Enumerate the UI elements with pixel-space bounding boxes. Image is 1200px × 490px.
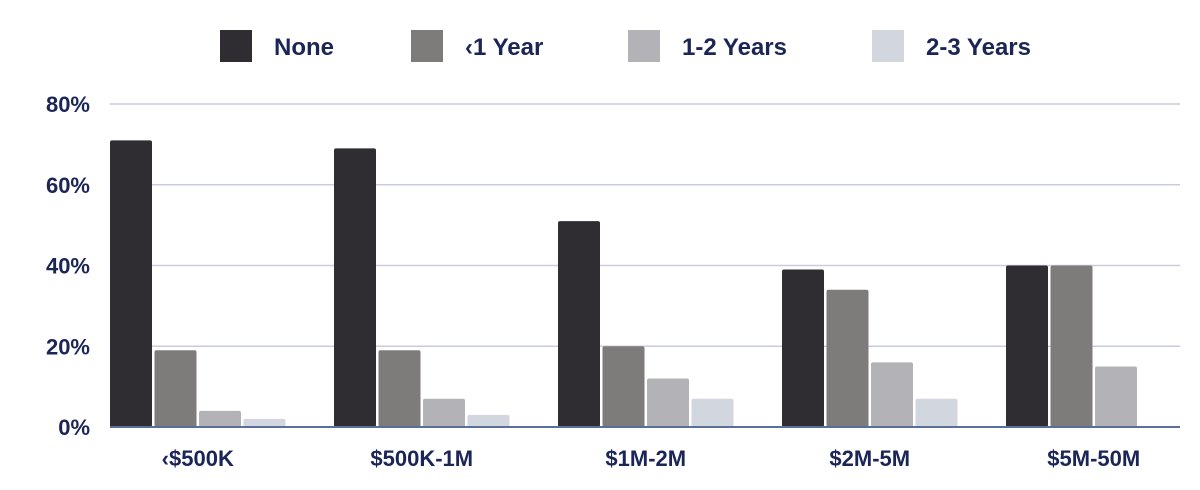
y-tick-label: 60% [46, 173, 90, 198]
legend-label: 1-2 Years [682, 34, 787, 61]
legend-swatch [220, 30, 252, 62]
legend-swatch [411, 30, 443, 62]
bar-1-2-years-0 [199, 410, 241, 427]
x-axis: ‹$500K $500K-1M $1M-2M $2M-5M $5M-50M [162, 446, 1141, 471]
bar-none-2 [558, 221, 600, 427]
bars [110, 140, 1180, 428]
bar-1-year-0 [154, 350, 197, 427]
legend-label: 2-3 Years [926, 34, 1031, 61]
legend-label: None [274, 34, 334, 61]
x-tick-label: $500K-1M [370, 446, 473, 471]
y-tick-label: 40% [46, 254, 90, 279]
bar-1-year-3 [826, 289, 869, 427]
bar-none-4 [1006, 265, 1048, 427]
bar-1-2-years-3 [871, 362, 913, 427]
bar-none-1 [334, 148, 376, 427]
legend: None ‹1 Year 1-2 Years 2-3 Years [220, 30, 1031, 62]
bar-1-2-years-2 [647, 378, 689, 427]
y-tick-label: 80% [46, 92, 90, 117]
bar-2-3-years-2 [691, 398, 734, 427]
legend-swatch [628, 30, 660, 62]
bar-1-year-2 [602, 346, 645, 427]
bar-1-year-1 [378, 350, 421, 427]
bar-none-0 [110, 140, 152, 427]
y-tick-label: 20% [46, 334, 90, 359]
bar-1-2-years-1 [423, 398, 465, 427]
legend-label: ‹1 Year [465, 34, 543, 61]
bar-1-year-4 [1050, 265, 1093, 427]
gridlines [110, 103, 1180, 347]
x-tick-label: ‹$500K [162, 446, 234, 471]
bar-2-3-years-1 [467, 414, 510, 427]
bar-1-2-years-4 [1095, 366, 1137, 427]
bar-2-3-years-0 [243, 418, 286, 427]
x-tick-label: $2M-5M [829, 446, 910, 471]
x-tick-label: $5M-50M [1047, 446, 1140, 471]
legend-swatch [872, 30, 904, 62]
y-tick-label: 0% [58, 415, 90, 440]
bar-none-3 [782, 269, 824, 427]
x-tick-label: $1M-2M [605, 446, 686, 471]
y-axis: 0% 20% 40% 60% 80% [46, 92, 90, 440]
bar-2-3-years-3 [915, 398, 958, 427]
